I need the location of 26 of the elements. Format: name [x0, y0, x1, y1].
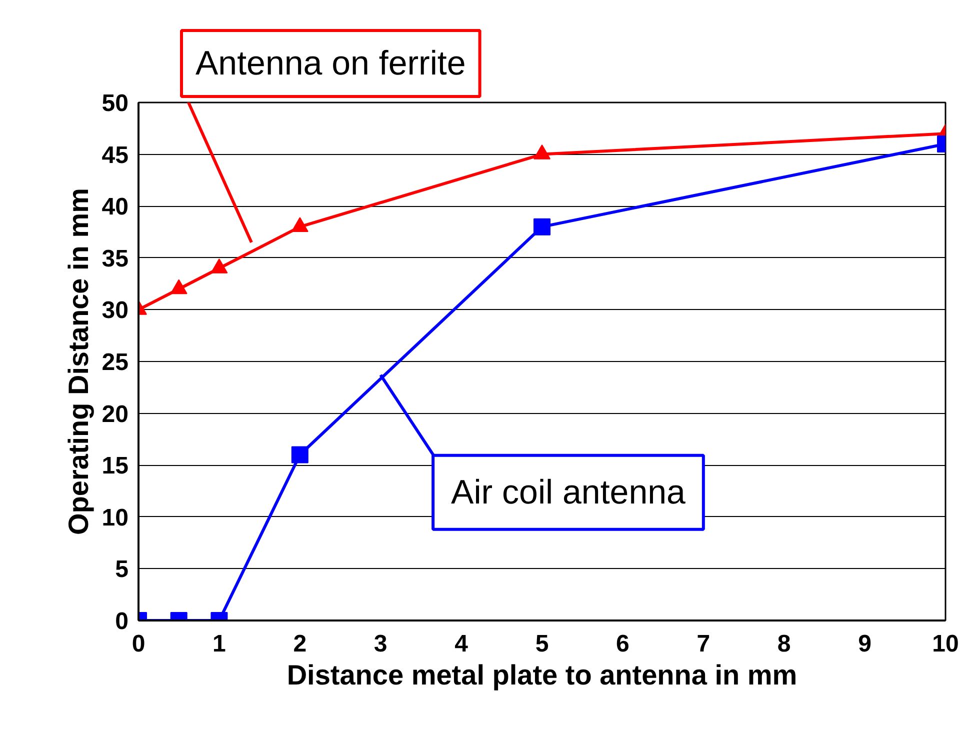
x-tick-label: 8	[777, 630, 791, 658]
y-tick-label: 45	[102, 142, 129, 169]
x-axis-title: Distance metal plate to antenna in mm	[286, 660, 798, 690]
text: Air coil antenna	[451, 473, 686, 512]
x-tick-label: 0	[132, 630, 146, 658]
y-tick-label: 5	[115, 556, 129, 584]
x-tick-label: 10	[932, 630, 959, 658]
x-tick-label: 1	[212, 630, 226, 658]
x-tick-label: 3	[374, 630, 388, 658]
x-tick-label: 7	[696, 630, 710, 658]
x-tick-label: 4	[454, 630, 469, 658]
x-tick-label: 6	[616, 630, 630, 658]
y-tick-label: 40	[102, 194, 129, 221]
y-tick-label: 20	[102, 400, 129, 428]
x-tick-label: 9	[858, 630, 872, 658]
y-tick-label: 50	[102, 90, 129, 117]
y-tick-label: 0	[115, 608, 129, 635]
y-tick-label: 35	[102, 245, 129, 272]
x-tick-label: 5	[535, 630, 549, 658]
text: Antenna on ferrite	[196, 44, 466, 82]
y-tick-label: 15	[102, 452, 129, 480]
x-tick-label: 2	[293, 630, 307, 658]
y-tick-label: 25	[102, 349, 129, 376]
y-tick-label: 10	[102, 504, 129, 532]
y-tick-label: 30	[102, 297, 129, 324]
y-axis-title: Operating Distance in mm	[62, 188, 94, 535]
